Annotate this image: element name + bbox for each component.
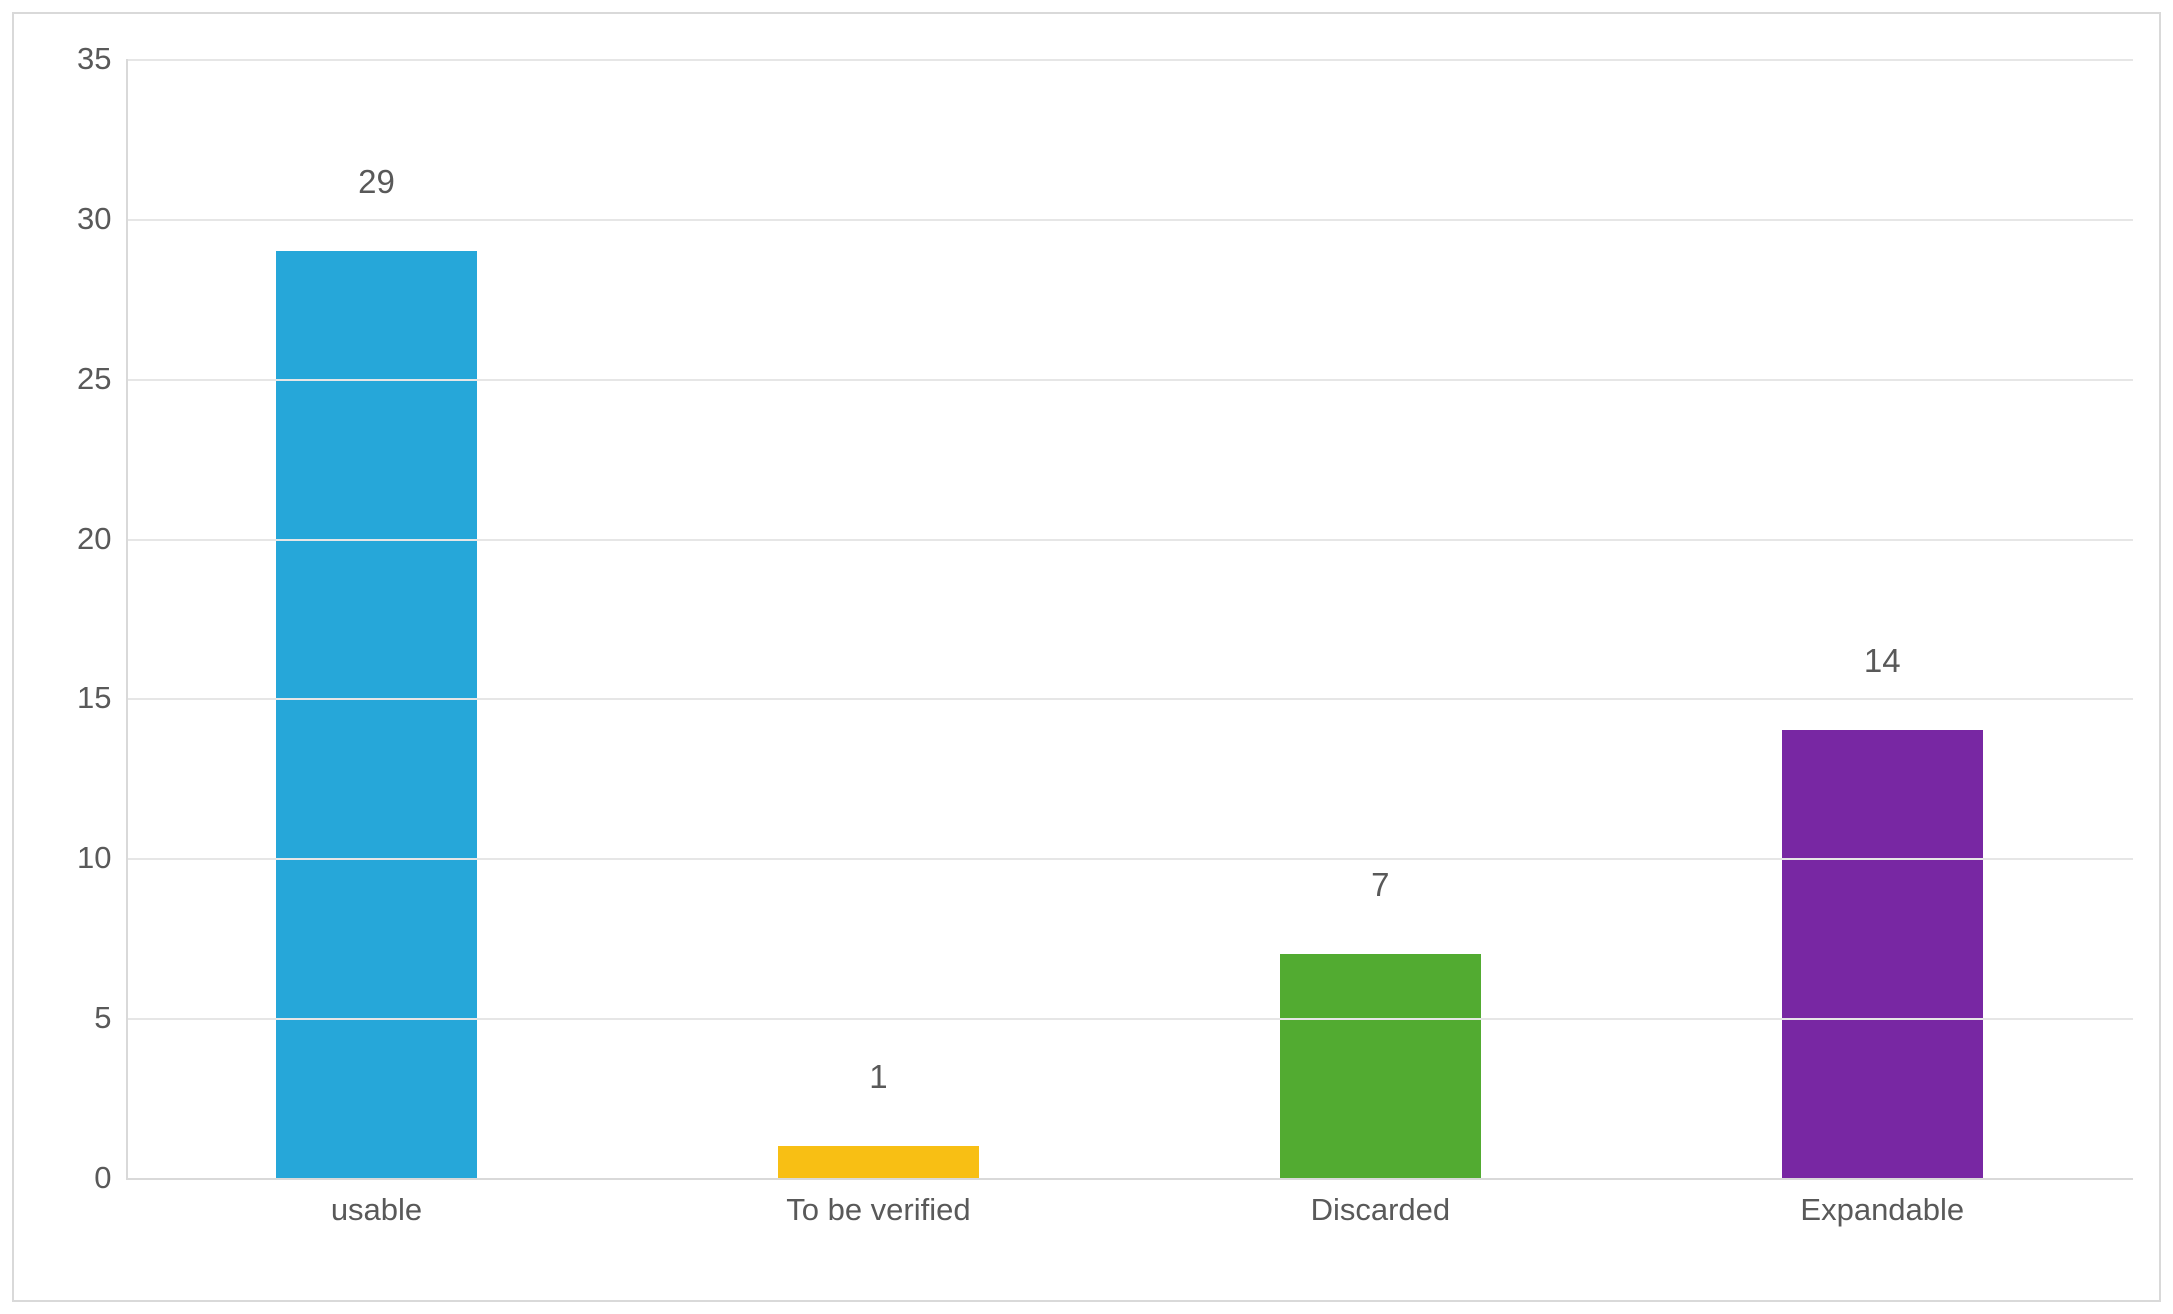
y-tick-label: 35 (77, 41, 125, 77)
plot-area: 29usable1To be verified7Discarded14Expan… (126, 59, 2134, 1178)
bar (778, 1146, 979, 1178)
y-tick-label: 15 (77, 680, 125, 716)
chart-container: 29usable1To be verified7Discarded14Expan… (0, 0, 2173, 1314)
bar-slot: 1To be verified (627, 59, 1129, 1178)
bar (1280, 954, 1481, 1178)
y-tick-label: 0 (94, 1160, 125, 1196)
y-axis-line (126, 59, 128, 1178)
chart-frame: 29usable1To be verified7Discarded14Expan… (12, 12, 2161, 1302)
gridline (126, 59, 2134, 61)
bar-slot: 29usable (126, 59, 628, 1178)
bar (1782, 730, 1983, 1178)
gridline (126, 858, 2134, 860)
x-category-label: To be verified (627, 1178, 1129, 1228)
bar-slot: 7Discarded (1129, 59, 1631, 1178)
x-category-label: usable (126, 1178, 628, 1228)
y-tick-label: 5 (94, 1000, 125, 1036)
bar (276, 251, 477, 1178)
bar-value-label: 1 (627, 1058, 1129, 1102)
bar-value-label: 29 (126, 163, 628, 207)
bars-layer: 29usable1To be verified7Discarded14Expan… (126, 59, 2134, 1178)
bar-slot: 14Expandable (1631, 59, 2133, 1178)
y-tick-label: 20 (77, 521, 125, 557)
y-tick-label: 25 (77, 361, 125, 397)
gridline (126, 219, 2134, 221)
y-tick-label: 30 (77, 201, 125, 237)
gridline (126, 539, 2134, 541)
gridline (126, 379, 2134, 381)
bar-value-label: 14 (1631, 642, 2133, 686)
gridline (126, 698, 2134, 700)
bar-value-label: 7 (1129, 866, 1631, 910)
x-category-label: Expandable (1631, 1178, 2133, 1228)
y-tick-label: 10 (77, 840, 125, 876)
gridline (126, 1178, 2134, 1180)
x-category-label: Discarded (1129, 1178, 1631, 1228)
gridline (126, 1018, 2134, 1020)
